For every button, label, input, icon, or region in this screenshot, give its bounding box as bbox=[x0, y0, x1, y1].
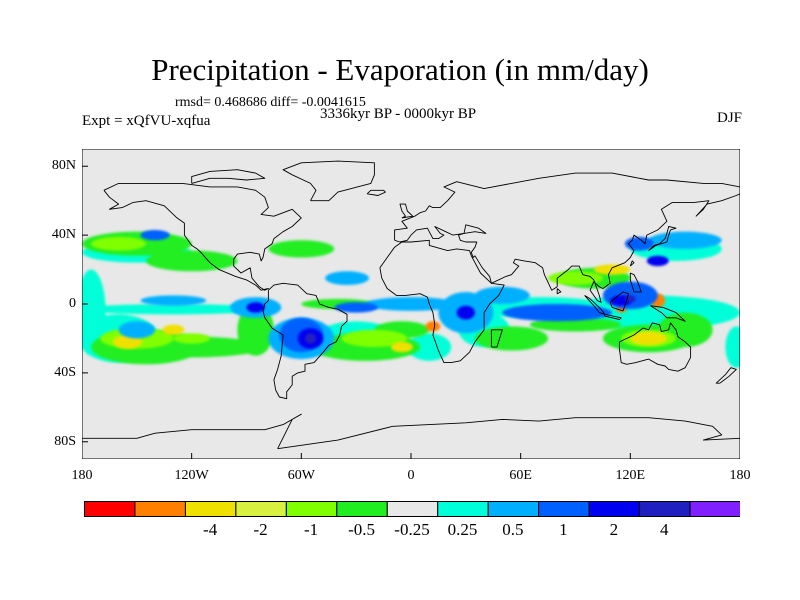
world-map bbox=[82, 149, 740, 459]
coastlines bbox=[82, 160, 740, 450]
field-blob bbox=[502, 304, 613, 322]
lat-tick-label: 40N bbox=[51, 227, 76, 243]
field-blob bbox=[145, 250, 238, 272]
coastline-1 bbox=[262, 282, 348, 400]
coastline-8 bbox=[282, 160, 375, 202]
colorbar-swatch bbox=[588, 501, 641, 517]
field-blob bbox=[91, 236, 146, 251]
colorbar-swatch bbox=[285, 501, 338, 517]
coastline-7 bbox=[618, 322, 692, 372]
field-blob bbox=[474, 286, 530, 304]
lon-tick-label: 180 bbox=[71, 468, 93, 483]
field-blob bbox=[118, 321, 156, 339]
coastline-20 bbox=[629, 272, 642, 293]
field-blob bbox=[456, 305, 475, 320]
lon-tick-label: 0 bbox=[407, 468, 415, 483]
field-blob bbox=[529, 317, 622, 332]
time-period: 3336kyr BP - 0000kyr BP bbox=[320, 106, 477, 122]
colorbar-swatch bbox=[487, 501, 540, 517]
field-blob bbox=[162, 324, 185, 335]
colorbar-label: 0.5 bbox=[502, 520, 524, 539]
colorbar-swatch bbox=[184, 501, 237, 517]
coastline-11 bbox=[609, 291, 629, 312]
coastline-10 bbox=[604, 313, 622, 320]
field-blob bbox=[325, 271, 369, 286]
colorbar-label: -1 bbox=[303, 520, 319, 539]
field-blob bbox=[334, 302, 379, 313]
colorbar-swatch bbox=[639, 501, 691, 517]
field-blob bbox=[82, 269, 106, 356]
colorbar-label: -4 bbox=[203, 520, 218, 539]
coastline-12 bbox=[650, 305, 686, 322]
field-level-3 bbox=[113, 264, 667, 353]
coastline-0 bbox=[103, 182, 302, 291]
field-blob bbox=[82, 304, 265, 315]
lat-tick-label: 40S bbox=[54, 364, 76, 380]
colorbar-label: -0.25 bbox=[394, 520, 430, 539]
experiment-label: Expt = xQfVU-xqfua bbox=[82, 113, 211, 129]
colorbar-label: -0.5 bbox=[348, 520, 375, 539]
field-blob bbox=[648, 231, 722, 249]
axis-ticks bbox=[82, 165, 740, 459]
coastline-14 bbox=[399, 203, 414, 219]
lat-tick-label: 0 bbox=[69, 296, 76, 311]
field-blob bbox=[246, 302, 265, 313]
field-blob bbox=[593, 264, 631, 275]
coastline-18 bbox=[191, 169, 266, 184]
coastline-2 bbox=[379, 239, 505, 364]
coastline-6 bbox=[82, 413, 302, 449]
coastline-4 bbox=[394, 193, 740, 303]
colorbar-label: 2 bbox=[609, 520, 619, 539]
colorbar-swatch bbox=[336, 501, 388, 517]
lat-tick-label: 80N bbox=[51, 158, 76, 174]
field-blob bbox=[390, 341, 413, 353]
lon-tick-label: 120E bbox=[615, 468, 646, 483]
colorbar-label: 0.25 bbox=[447, 520, 478, 539]
field-blob bbox=[140, 295, 207, 306]
coastline-3 bbox=[394, 172, 740, 241]
colorbar-swatch bbox=[235, 501, 287, 517]
field-blob bbox=[173, 333, 210, 344]
field-blob bbox=[425, 321, 441, 332]
coastline-5 bbox=[277, 417, 740, 450]
lon-tick-label: 60E bbox=[509, 468, 532, 483]
season-label: DJF bbox=[716, 110, 742, 126]
colorbar-label: -2 bbox=[253, 520, 268, 539]
lon-tick-label: 120W bbox=[174, 468, 209, 483]
colorbar-swatch bbox=[84, 501, 136, 517]
field-blob bbox=[630, 331, 667, 346]
coastline-16 bbox=[490, 329, 503, 348]
field-blob bbox=[474, 326, 549, 351]
colorbar bbox=[84, 501, 740, 517]
colorbar-swatch bbox=[134, 501, 186, 517]
colorbar-swatch bbox=[538, 501, 590, 517]
field-blob bbox=[725, 326, 740, 368]
colorbar-swatch bbox=[437, 501, 489, 517]
colorbar-label: 4 bbox=[660, 520, 669, 539]
map-title: Precipitation - Evaporation (in mm/day) bbox=[151, 52, 649, 87]
field-blob bbox=[341, 329, 408, 348]
lon-tick-label: 180 bbox=[729, 468, 751, 483]
field-blob bbox=[304, 333, 316, 344]
field-blob bbox=[113, 335, 143, 349]
colorbar-label: 1 bbox=[559, 520, 568, 539]
colorbar-swatch bbox=[386, 501, 439, 517]
field-blob bbox=[646, 255, 669, 267]
coastline-17 bbox=[715, 367, 737, 384]
coastline-19 bbox=[629, 260, 635, 267]
colorbar-swatch bbox=[689, 501, 740, 517]
coastline-9 bbox=[584, 295, 606, 315]
coastline-15 bbox=[366, 189, 386, 196]
contour-fields bbox=[82, 229, 740, 368]
field-blob bbox=[268, 240, 335, 258]
field-blob bbox=[365, 297, 457, 311]
coastline-21 bbox=[556, 288, 562, 295]
field-blob bbox=[140, 229, 170, 241]
lon-tick-label: 60W bbox=[287, 468, 315, 483]
coastline-13 bbox=[648, 226, 677, 251]
lat-tick-label: 80S bbox=[54, 433, 76, 449]
rmsd-stats: rmsd= 0.468686 diff= -0.0041615 bbox=[175, 95, 366, 110]
